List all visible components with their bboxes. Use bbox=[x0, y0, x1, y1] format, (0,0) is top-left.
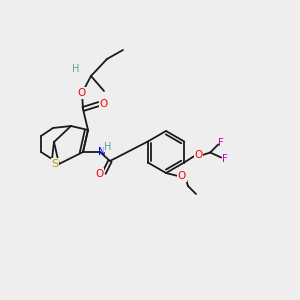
Text: O: O bbox=[178, 171, 186, 181]
Text: N: N bbox=[98, 147, 106, 157]
Text: F: F bbox=[218, 137, 224, 148]
Text: O: O bbox=[100, 99, 108, 109]
Text: O: O bbox=[78, 88, 86, 98]
Text: O: O bbox=[95, 169, 103, 179]
Text: F: F bbox=[222, 154, 228, 164]
Text: H: H bbox=[104, 142, 112, 152]
Text: O: O bbox=[194, 151, 202, 160]
Text: S: S bbox=[51, 159, 58, 169]
Text: H: H bbox=[72, 64, 80, 74]
